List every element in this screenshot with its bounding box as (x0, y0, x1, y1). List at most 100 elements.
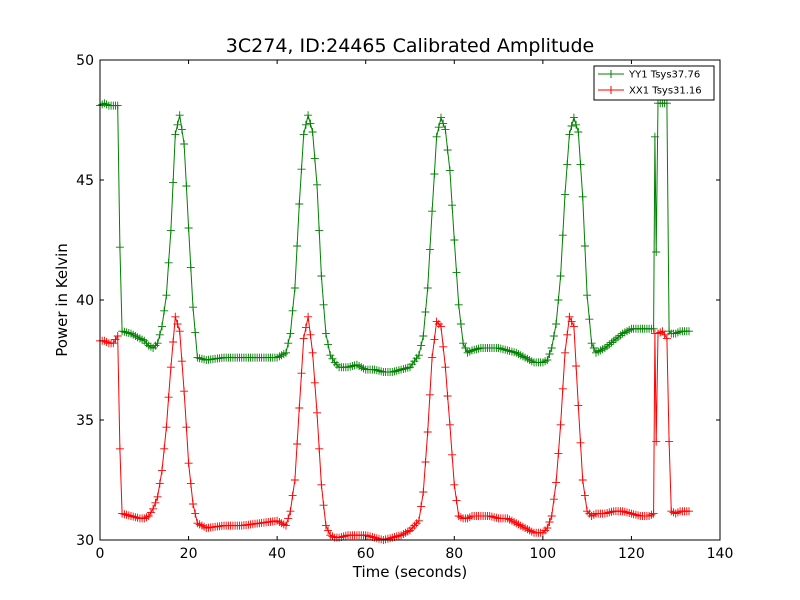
data-point-yy1 (465, 347, 474, 356)
data-point-xx1 (414, 516, 423, 525)
data-point-xx1 (299, 334, 308, 343)
data-point-yy1 (324, 340, 333, 349)
data-point-yy1 (589, 344, 598, 352)
data-point-yy1 (153, 339, 162, 348)
data-point-yy1 (650, 132, 659, 141)
legend-marker-yy1 (607, 70, 615, 78)
data-point-yy1 (574, 128, 583, 136)
data-point-xx1 (279, 520, 288, 529)
data-point-yy1 (131, 332, 140, 340)
data-point-xx1 (605, 508, 614, 517)
data-point-xx1 (189, 500, 197, 508)
data-point-yy1 (554, 296, 563, 304)
data-point-xx1 (111, 335, 120, 344)
data-point-xx1 (445, 420, 454, 429)
data-point-xx1 (169, 338, 178, 346)
data-point-yy1 (352, 360, 361, 369)
data-point-xx1 (518, 522, 527, 531)
data-point-yy1 (567, 122, 576, 130)
data-point-yy1 (434, 123, 443, 132)
data-point-yy1 (472, 345, 481, 354)
data-point-yy1 (419, 332, 428, 340)
data-point-yy1 (290, 284, 299, 292)
data-point-yy1 (275, 352, 284, 361)
data-point-yy1 (662, 99, 671, 108)
data-point-yy1 (468, 346, 476, 355)
data-point-yy1 (496, 344, 505, 353)
data-point-yy1 (576, 160, 585, 169)
data-point-yy1 (288, 306, 297, 315)
data-point-yy1 (461, 344, 470, 352)
data-point-xx1 (288, 491, 297, 500)
data-point-xx1 (386, 534, 395, 543)
data-point-xx1 (600, 509, 609, 518)
data-point-yy1 (456, 320, 465, 328)
data-point-yy1 (518, 352, 527, 361)
data-point-xx1 (295, 404, 304, 412)
data-point-yy1 (124, 329, 133, 337)
data-point-yy1 (607, 338, 616, 347)
data-point-xx1 (623, 508, 631, 517)
data-point-yy1 (565, 130, 574, 139)
data-point-yy1 (282, 348, 290, 357)
data-point-xx1 (439, 342, 448, 351)
data-point-xx1 (321, 521, 330, 530)
data-point-xx1 (652, 437, 661, 446)
series-yy1 (96, 99, 693, 376)
data-point-xx1 (120, 510, 129, 519)
y-tick-label: 30 (76, 533, 94, 549)
data-point-xx1 (293, 440, 302, 448)
data-point-xx1 (618, 507, 627, 516)
data-point-yy1 (510, 348, 519, 357)
data-point-yy1 (605, 340, 614, 349)
data-point-xx1 (197, 521, 206, 530)
data-point-yy1 (321, 329, 330, 338)
data-point-xx1 (634, 511, 643, 520)
data-point-xx1 (547, 512, 556, 520)
data-point-xx1 (512, 519, 521, 528)
data-point-yy1 (293, 242, 302, 250)
data-point-yy1 (552, 320, 561, 328)
data-point-yy1 (594, 347, 603, 356)
data-point-xx1 (673, 508, 682, 517)
data-point-yy1 (499, 345, 507, 354)
data-point-yy1 (317, 272, 326, 280)
data-point-yy1 (144, 341, 153, 350)
data-point-yy1 (501, 345, 510, 354)
data-point-xx1 (177, 357, 186, 366)
data-point-yy1 (189, 303, 197, 312)
data-point-xx1 (317, 480, 326, 489)
data-point-xx1 (144, 512, 153, 520)
data-point-xx1 (399, 530, 408, 538)
data-point-xx1 (158, 466, 166, 475)
data-point-yy1 (135, 334, 144, 343)
data-point-xx1 (328, 532, 337, 541)
data-point-yy1 (459, 339, 468, 348)
y-tick-label: 50 (76, 53, 94, 69)
data-point-yy1 (180, 140, 189, 148)
data-point-xx1 (428, 353, 437, 362)
data-point-xx1 (290, 476, 299, 484)
data-point-xx1 (425, 390, 434, 399)
data-point-yy1 (315, 226, 324, 235)
data-point-xx1 (552, 478, 561, 487)
data-point-xx1 (556, 420, 565, 429)
data-point-xx1 (151, 498, 160, 507)
data-point-yy1 (158, 322, 166, 331)
data-point-yy1 (673, 328, 682, 337)
data-point-xx1 (182, 423, 191, 432)
data-point-xx1 (275, 518, 284, 526)
data-point-yy1 (388, 368, 397, 376)
data-point-yy1 (572, 120, 581, 129)
data-point-yy1 (454, 300, 463, 309)
data-point-yy1 (558, 231, 567, 240)
data-point-xx1 (463, 514, 472, 523)
data-point-yy1 (549, 332, 558, 340)
data-point-yy1 (113, 101, 122, 110)
data-point-yy1 (301, 120, 310, 129)
data-point-xx1 (448, 450, 457, 459)
data-point-xx1 (561, 348, 569, 357)
data-point-yy1 (527, 357, 536, 366)
data-point-yy1 (284, 339, 293, 348)
x-tick-label: 80 (445, 546, 463, 562)
